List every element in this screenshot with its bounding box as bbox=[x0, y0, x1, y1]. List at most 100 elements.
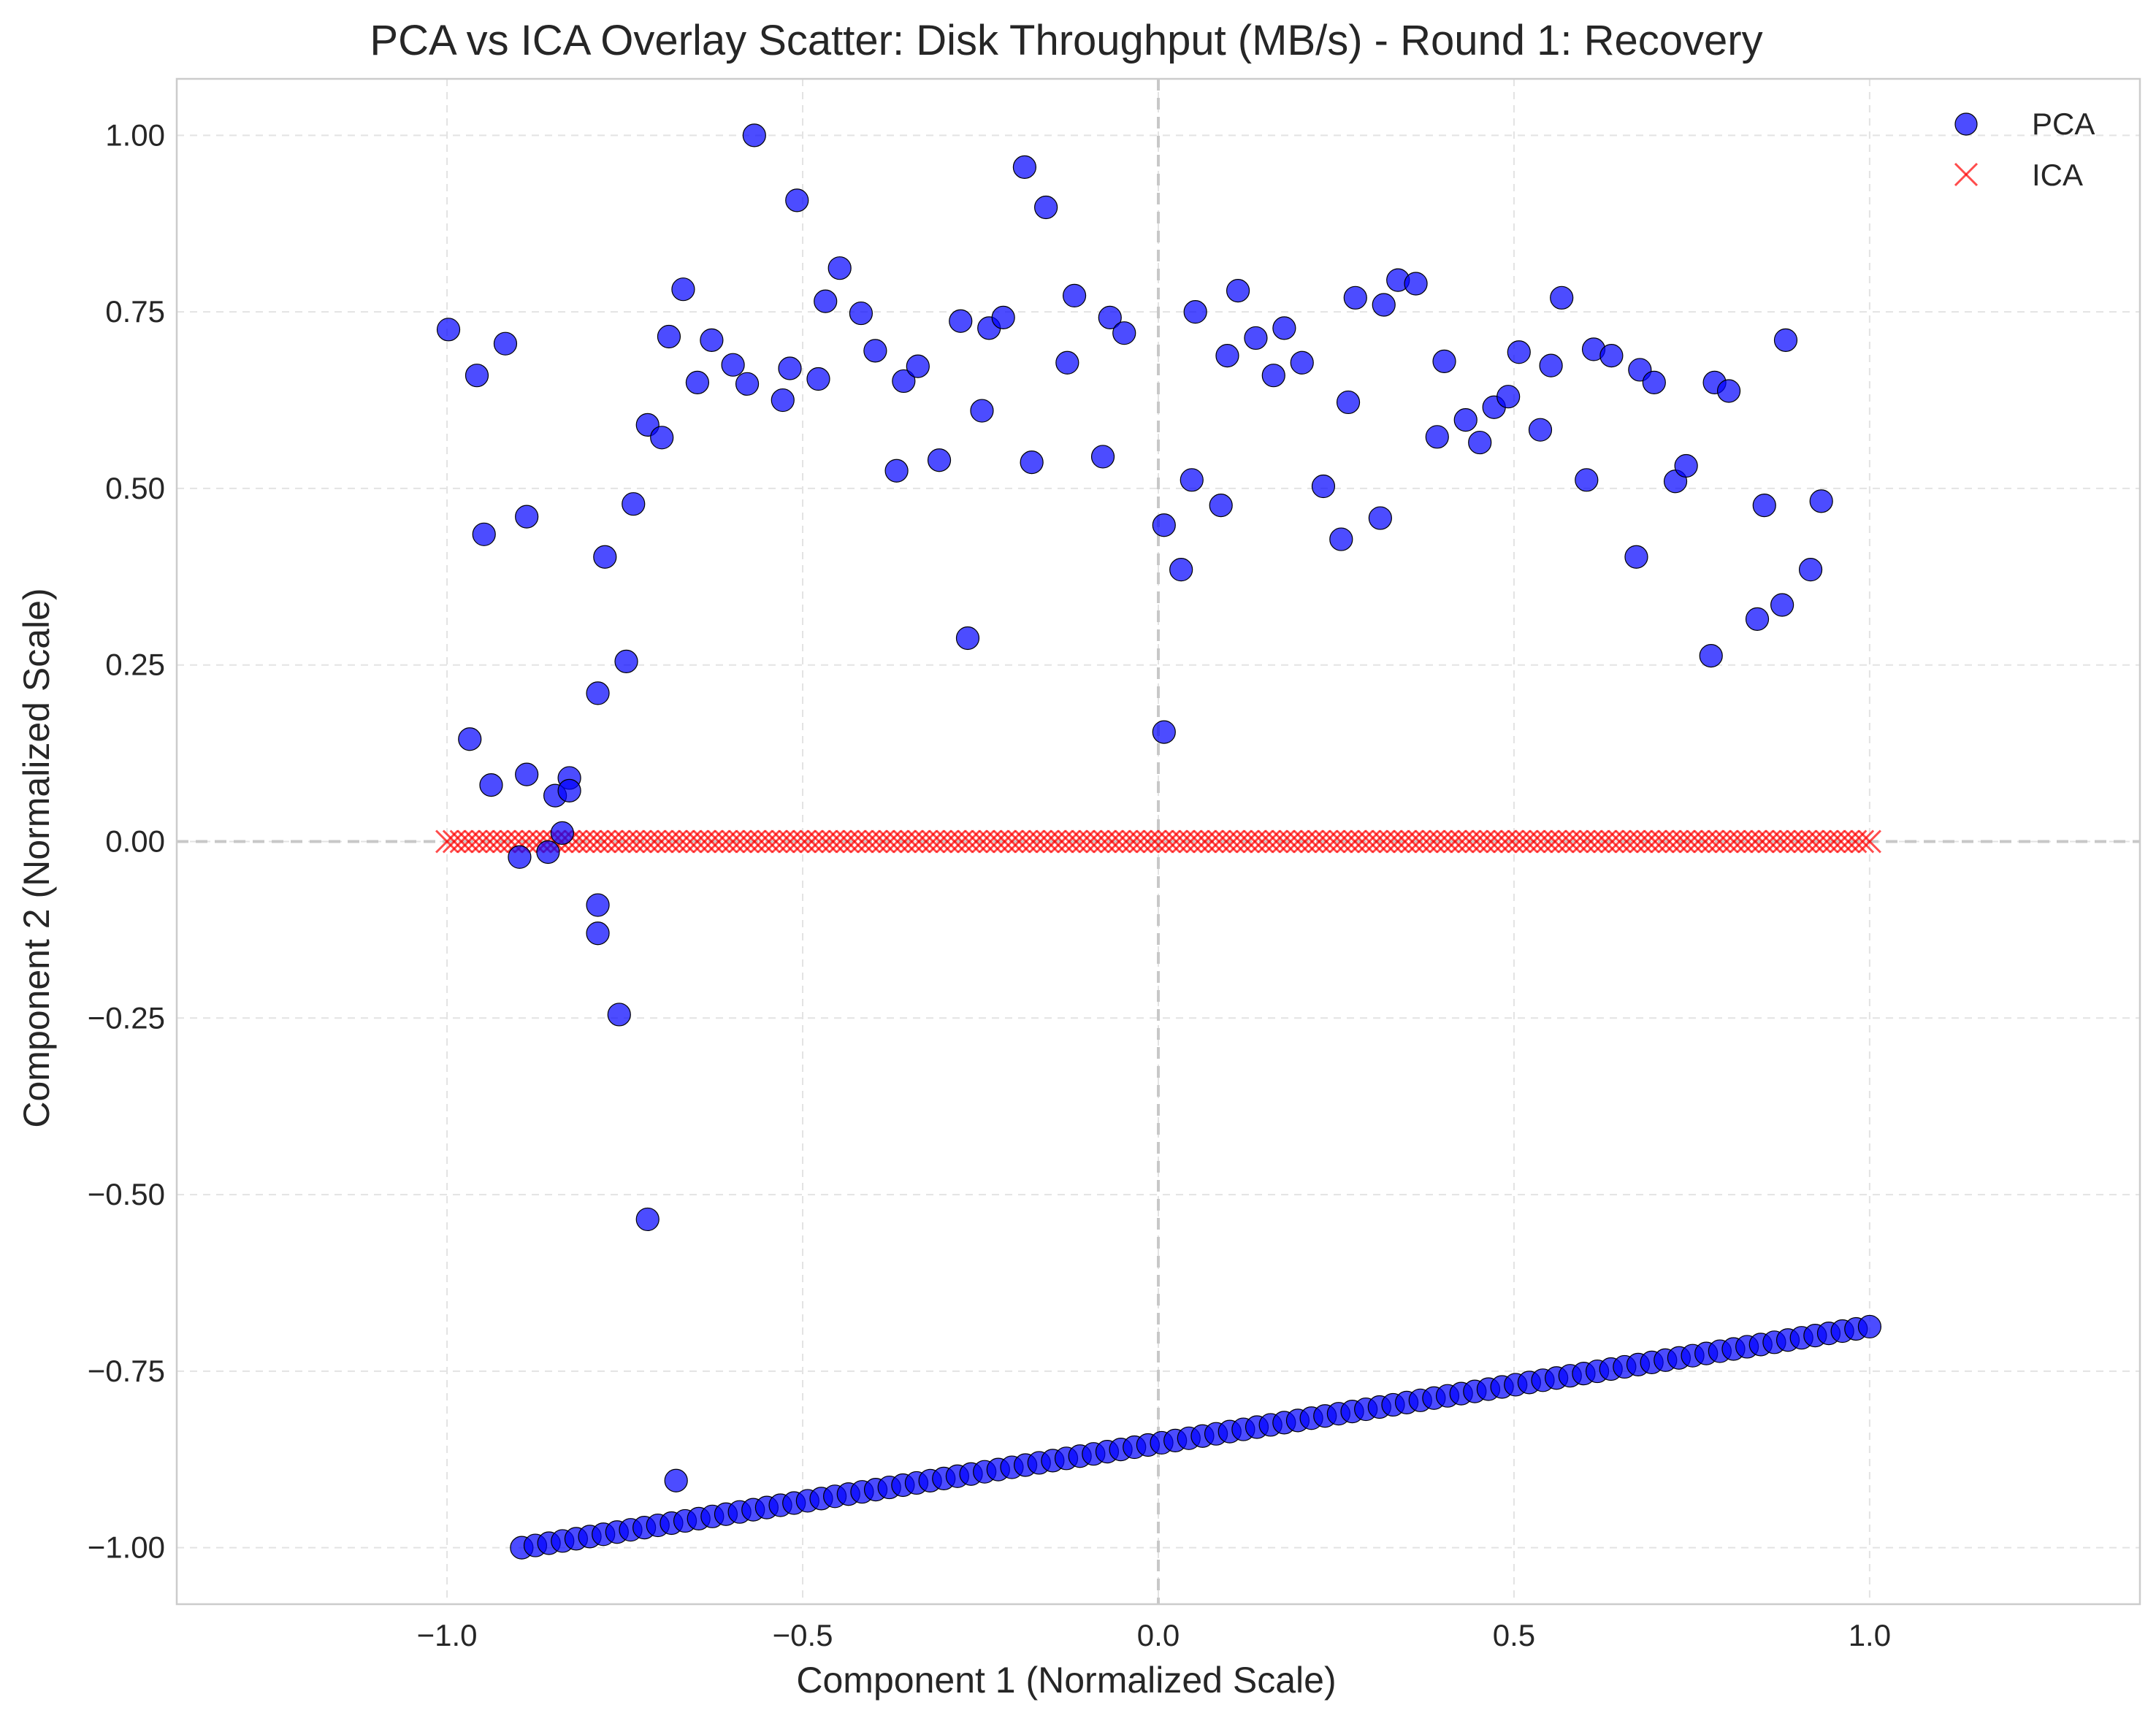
pca-point bbox=[1425, 425, 1449, 449]
pca-point bbox=[1034, 195, 1058, 220]
pca-point bbox=[927, 448, 952, 472]
ica-point bbox=[1857, 829, 1881, 854]
y-tick-label: 0.25 bbox=[105, 648, 165, 682]
pca-point bbox=[1809, 489, 1833, 513]
pca-point bbox=[671, 277, 695, 302]
pca-point bbox=[1272, 316, 1296, 340]
pca-point bbox=[479, 773, 503, 797]
pca-point bbox=[700, 328, 724, 352]
y-tick-label: 1.00 bbox=[105, 118, 165, 152]
y-tick-label: 0.75 bbox=[105, 294, 165, 329]
pca-point bbox=[1368, 506, 1392, 530]
pca-point bbox=[607, 1003, 631, 1027]
ica-series bbox=[435, 829, 1881, 854]
pca-point bbox=[1062, 283, 1087, 308]
pca-point bbox=[827, 256, 852, 280]
y-tick-label: 0.50 bbox=[105, 471, 165, 505]
pca-point bbox=[1180, 468, 1204, 492]
pca-point bbox=[1453, 408, 1478, 432]
pca-point bbox=[635, 1207, 660, 1232]
pca-point bbox=[1169, 558, 1193, 582]
legend-marker-ica bbox=[1954, 162, 1979, 187]
pca-point bbox=[664, 1468, 688, 1492]
pca-point bbox=[1098, 305, 1122, 329]
pca-point bbox=[1209, 494, 1233, 518]
pca-point bbox=[1699, 644, 1723, 668]
pca-point bbox=[1329, 527, 1353, 551]
pca-point bbox=[1372, 293, 1396, 317]
legend-marker-pca bbox=[1954, 112, 1978, 136]
pca-point bbox=[1745, 607, 1770, 631]
pca-point bbox=[1215, 344, 1239, 368]
pca-point bbox=[1798, 558, 1823, 582]
pca-point bbox=[1226, 279, 1250, 303]
y-tick-label: −0.25 bbox=[88, 1000, 165, 1035]
x-tick-label: 0.0 bbox=[1137, 1618, 1180, 1652]
plot-frame bbox=[175, 77, 2141, 1606]
pca-point bbox=[622, 492, 646, 516]
pca-point bbox=[508, 845, 532, 869]
pca-point bbox=[1773, 328, 1798, 352]
pca-point bbox=[1468, 430, 1492, 455]
pca-point bbox=[557, 778, 581, 802]
pca-point bbox=[458, 727, 482, 751]
pca-point bbox=[1432, 349, 1456, 373]
pca-point bbox=[650, 426, 674, 450]
pca-point bbox=[1716, 379, 1741, 403]
pca-point bbox=[1336, 390, 1361, 415]
pca-point bbox=[970, 399, 994, 423]
pca-point bbox=[884, 459, 909, 483]
legend-label-pca: PCA bbox=[2032, 107, 2095, 141]
pca-point bbox=[814, 289, 838, 313]
y-axis-label: Component 2 (Normalized Scale) bbox=[16, 588, 57, 1127]
pca-point bbox=[955, 626, 980, 651]
pca-point bbox=[1674, 453, 1698, 478]
pca-point bbox=[849, 301, 874, 326]
pca-point bbox=[1152, 720, 1176, 744]
pca-point bbox=[1152, 513, 1176, 537]
legend: PCA ICA bbox=[1954, 107, 2095, 192]
pca-point bbox=[785, 188, 809, 212]
pca-point bbox=[1055, 350, 1079, 375]
pca-point bbox=[493, 331, 518, 356]
pca-point bbox=[465, 364, 489, 388]
x-tick-label: 1.0 bbox=[1849, 1618, 1891, 1652]
pca-point bbox=[472, 522, 496, 546]
pca-point bbox=[614, 649, 638, 673]
pca-point bbox=[1539, 353, 1563, 377]
x-tick-label: 0.5 bbox=[1493, 1618, 1535, 1652]
pca-point bbox=[515, 505, 539, 529]
pca-point bbox=[586, 893, 610, 917]
pca-point bbox=[1624, 545, 1648, 569]
pca-point bbox=[1550, 285, 1574, 310]
pca-point bbox=[1507, 340, 1531, 364]
pca-point bbox=[1244, 326, 1268, 350]
pca-point bbox=[436, 318, 461, 342]
chart-title: PCA vs ICA Overlay Scatter: Disk Through… bbox=[370, 17, 1762, 64]
pca-point bbox=[515, 762, 539, 786]
ica-point bbox=[1851, 829, 1875, 854]
pca-point bbox=[1020, 451, 1044, 475]
pca-point bbox=[1496, 385, 1521, 409]
pca-point bbox=[906, 354, 930, 378]
pca-point bbox=[1112, 321, 1136, 345]
pca-point bbox=[536, 840, 560, 865]
pca-point bbox=[1183, 300, 1207, 324]
pca-point bbox=[949, 309, 973, 333]
pca-point bbox=[1090, 445, 1115, 469]
pca-point bbox=[1261, 364, 1285, 388]
pca-point bbox=[657, 324, 681, 349]
pca-point bbox=[1752, 494, 1776, 518]
pca-point bbox=[1599, 344, 1624, 368]
y-tick-label: −0.75 bbox=[88, 1354, 165, 1388]
pca-point bbox=[771, 388, 795, 413]
x-tick-label: −0.5 bbox=[773, 1618, 833, 1652]
pca-point bbox=[778, 356, 802, 380]
pca-point bbox=[593, 545, 617, 569]
pca-point bbox=[742, 123, 766, 147]
y-tick-label: −1.00 bbox=[88, 1530, 165, 1565]
y-tick-label: −0.50 bbox=[88, 1177, 165, 1211]
pca-point bbox=[1770, 593, 1794, 617]
pca-point bbox=[1012, 155, 1037, 179]
